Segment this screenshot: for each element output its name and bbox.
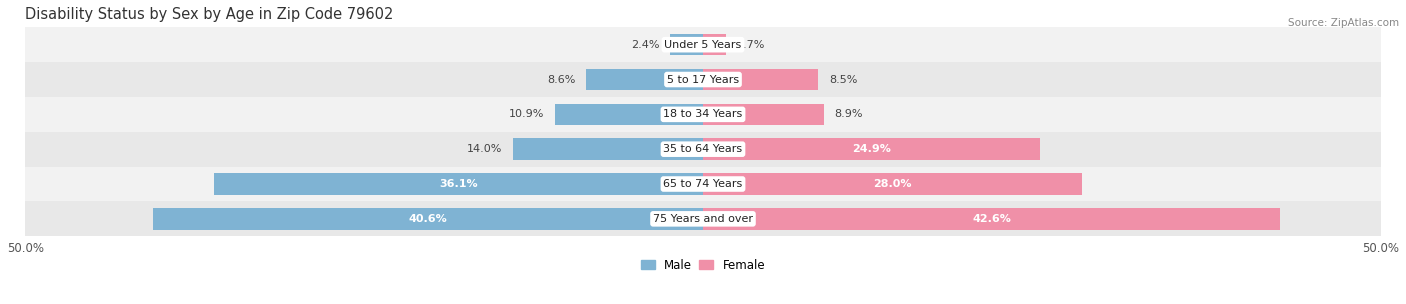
- Text: 8.6%: 8.6%: [547, 74, 575, 85]
- Text: 1.7%: 1.7%: [737, 40, 765, 50]
- Bar: [214, 173, 703, 195]
- Text: 14.0%: 14.0%: [467, 144, 502, 154]
- Text: 2.4%: 2.4%: [631, 40, 659, 50]
- Text: 42.6%: 42.6%: [972, 214, 1011, 224]
- Bar: [703, 208, 1281, 230]
- Bar: [25, 167, 1381, 202]
- Bar: [25, 97, 1381, 132]
- Text: 36.1%: 36.1%: [439, 179, 478, 189]
- Text: 8.5%: 8.5%: [830, 74, 858, 85]
- Text: 35 to 64 Years: 35 to 64 Years: [664, 144, 742, 154]
- Bar: [703, 173, 1083, 195]
- Text: 24.9%: 24.9%: [852, 144, 891, 154]
- Bar: [703, 34, 725, 56]
- Bar: [703, 104, 824, 125]
- Text: 65 to 74 Years: 65 to 74 Years: [664, 179, 742, 189]
- Text: 10.9%: 10.9%: [509, 109, 544, 119]
- Bar: [671, 34, 703, 56]
- Text: 5 to 17 Years: 5 to 17 Years: [666, 74, 740, 85]
- Bar: [25, 62, 1381, 97]
- Text: 75 Years and over: 75 Years and over: [652, 214, 754, 224]
- Text: 18 to 34 Years: 18 to 34 Years: [664, 109, 742, 119]
- Bar: [25, 132, 1381, 167]
- Text: 28.0%: 28.0%: [873, 179, 912, 189]
- Text: Disability Status by Sex by Age in Zip Code 79602: Disability Status by Sex by Age in Zip C…: [25, 7, 394, 22]
- Text: Under 5 Years: Under 5 Years: [665, 40, 741, 50]
- Bar: [703, 138, 1040, 160]
- Bar: [513, 138, 703, 160]
- Text: 8.9%: 8.9%: [834, 109, 863, 119]
- Text: Source: ZipAtlas.com: Source: ZipAtlas.com: [1288, 18, 1399, 28]
- Bar: [703, 69, 818, 90]
- Bar: [555, 104, 703, 125]
- Legend: Male, Female: Male, Female: [636, 254, 770, 276]
- Bar: [586, 69, 703, 90]
- Bar: [153, 208, 703, 230]
- Bar: [25, 27, 1381, 62]
- Text: 40.6%: 40.6%: [409, 214, 447, 224]
- Bar: [25, 202, 1381, 236]
